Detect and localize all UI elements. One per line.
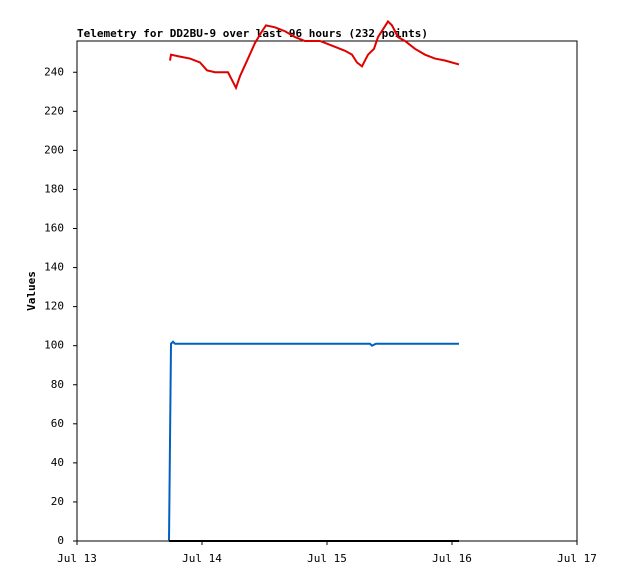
x-tick-label: Jul 17: [557, 552, 597, 565]
y-tick-label: 100: [44, 339, 64, 352]
y-tick-label: 200: [44, 143, 64, 156]
y-tick-label: 220: [44, 104, 64, 117]
y-tick-label: 20: [51, 495, 64, 508]
y-axis-label: Values: [25, 271, 38, 311]
x-tick-label: Jul 14: [182, 552, 222, 565]
y-tick-label: 120: [44, 300, 64, 313]
x-tick-label: Jul 13: [57, 552, 97, 565]
x-tick-label: Jul 16: [432, 552, 472, 565]
y-tick-label: 40: [51, 456, 64, 469]
y-tick-label: 180: [44, 182, 64, 195]
y-tick-label: 240: [44, 65, 64, 78]
series-line: [168, 340, 459, 542]
chart-title: Telemetry for DD2BU-9 over last 96 hours…: [77, 27, 428, 40]
x-tick-label: Jul 15: [307, 552, 347, 565]
y-tick-label: 80: [51, 378, 64, 391]
y-tick-label: 60: [51, 417, 64, 430]
y-tick-label: 140: [44, 261, 64, 274]
plot-frame: [76, 40, 578, 542]
series-line: [169, 19, 460, 91]
y-tick-label: 160: [44, 222, 64, 235]
y-tick-label: 0: [57, 534, 64, 547]
